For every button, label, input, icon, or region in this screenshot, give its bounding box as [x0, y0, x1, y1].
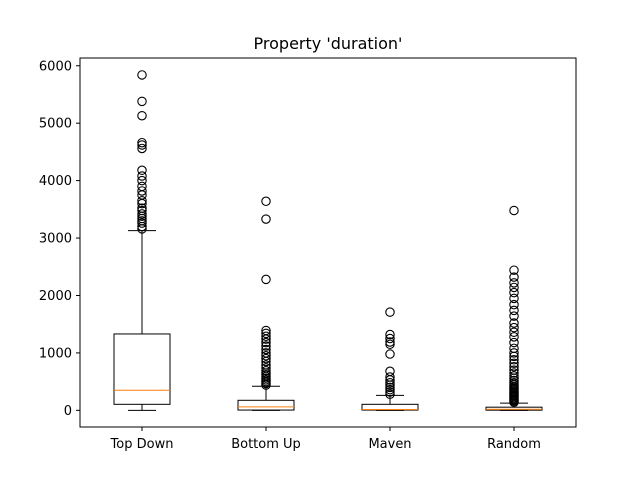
outlier-point: [137, 209, 147, 219]
outlier-point: [385, 349, 395, 359]
outlier-point: [385, 307, 395, 317]
outlier-point: [137, 205, 147, 216]
outlier-point: [261, 363, 271, 373]
x-tick-label: Random: [487, 437, 541, 452]
outlier-point: [385, 389, 395, 400]
outlier-point: [261, 325, 271, 336]
outlier-point: [509, 343, 519, 354]
outlier-point: [509, 378, 519, 388]
y-tick-label: 3000: [39, 232, 72, 247]
outlier-point: [137, 195, 147, 206]
x-tick-label: Top Down: [110, 437, 174, 452]
outlier-point: [509, 265, 519, 275]
outlier-point: [509, 287, 519, 298]
outlier-point: [137, 143, 147, 154]
plot-area: 0 1000 2000 3000 4000 5000 6000 Top Down Bottom …: [39, 57, 577, 452]
outlier-point: [137, 110, 147, 121]
y-tick-label: 6000: [39, 59, 72, 74]
outlier-point: [137, 96, 147, 107]
outlier-point: [385, 372, 395, 382]
axes-frame: [79, 57, 577, 428]
outlier-point: [385, 378, 395, 388]
outlier-point: [385, 333, 395, 344]
y-tick-label: 0: [64, 404, 72, 419]
outlier-point: [509, 348, 519, 358]
outlier-point: [261, 348, 271, 358]
outlier-point: [137, 70, 147, 80]
outlier-point: [137, 171, 147, 181]
outlier-point: [385, 387, 395, 397]
outlier-point: [385, 382, 395, 393]
outlier-point: [385, 329, 395, 340]
outlier-point: [509, 305, 519, 316]
outlier-point: [261, 353, 271, 364]
outlier-point: [137, 186, 147, 196]
outlier-point: [509, 272, 519, 282]
outlier-point: [261, 337, 271, 348]
outlier-point: [509, 311, 519, 321]
y-tick-label: 4000: [39, 174, 72, 189]
chart-title: Property 'duration': [254, 34, 403, 53]
outlier-point: [137, 203, 147, 213]
outlier-point: [509, 299, 519, 310]
outlier-point: [261, 344, 271, 355]
iqr-box: [361, 403, 419, 411]
outlier-point: [261, 196, 271, 207]
outlier-point: [509, 293, 519, 304]
outlier-point: [261, 274, 271, 285]
outlier-point: [509, 361, 519, 372]
y-tick-label: 2000: [39, 289, 72, 304]
outlier-point: [137, 175, 147, 186]
outlier-point: [385, 339, 395, 350]
outlier-point: [509, 282, 519, 293]
outlier-point: [509, 371, 519, 381]
outlier-point: [137, 140, 147, 150]
outlier-point: [509, 278, 519, 288]
outlier-point: [509, 337, 519, 348]
outlier-point: [509, 355, 519, 365]
outlier-point: [261, 214, 271, 224]
outlier-point: [385, 366, 395, 377]
y-tick-label: 1000: [39, 346, 72, 361]
outlier-point: [385, 384, 395, 395]
outlier-point: [509, 365, 519, 375]
iqr-box: [485, 406, 543, 411]
outlier-point: [137, 165, 147, 176]
outlier-point: [509, 375, 519, 386]
outlier-point: [509, 205, 519, 216]
outlier-point: [509, 358, 519, 369]
y-tick-label: 5000: [39, 117, 72, 132]
iqr-box: [113, 333, 171, 405]
outlier-point: [137, 218, 147, 228]
outlier-point: [509, 327, 519, 337]
outlier-point: [261, 365, 271, 376]
outlier-point: [509, 332, 519, 342]
outlier-point: [509, 322, 519, 333]
x-tick-label: Bottom Up: [231, 437, 301, 452]
outlier-point: [261, 360, 271, 370]
outlier-point: [509, 318, 519, 328]
outlier-point: [261, 331, 271, 342]
outlier-point: [137, 181, 147, 192]
outlier-point: [261, 351, 271, 361]
iqr-box: [237, 399, 295, 411]
outlier-point: [137, 137, 147, 148]
outlier-point: [261, 341, 271, 351]
outlier-point: [509, 368, 519, 378]
outlier-point: [385, 337, 395, 347]
outlier-point: [261, 328, 271, 339]
x-tick-label: Maven: [368, 437, 411, 452]
outlier-point: [137, 216, 147, 226]
